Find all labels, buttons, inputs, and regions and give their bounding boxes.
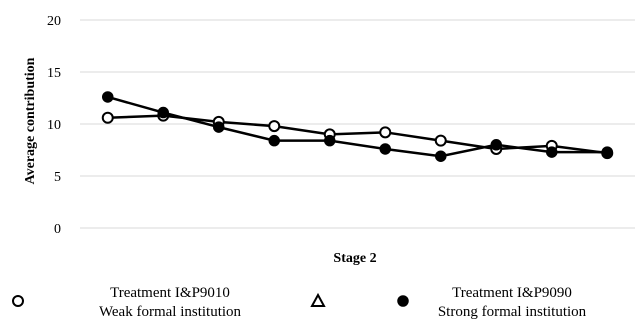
legend-label-line1: Treatment I&P9010 xyxy=(110,285,230,301)
y-tick-label: 10 xyxy=(47,118,61,133)
series-3 xyxy=(102,91,613,162)
y-tick-label: 0 xyxy=(54,222,61,237)
series-3-point xyxy=(324,134,336,147)
series-1-point xyxy=(268,120,281,133)
grid-lines xyxy=(80,19,635,229)
series-3-point xyxy=(213,121,225,133)
series-3-point xyxy=(435,150,447,162)
y-tick-labels: 0 5 10 15 20 xyxy=(47,14,61,237)
series-3-point xyxy=(157,106,169,119)
series-1-point xyxy=(434,134,447,147)
legend-label-line2: Weak formal institution xyxy=(99,304,242,320)
legend-marker xyxy=(310,292,326,307)
y-tick-label: 15 xyxy=(47,66,61,81)
x-axis-title: Stage 2 xyxy=(333,251,376,266)
series-1-line xyxy=(107,114,608,155)
series-3-line xyxy=(107,95,608,158)
series-1-point xyxy=(379,126,392,139)
series-group xyxy=(101,91,614,162)
series-3-point xyxy=(490,139,502,151)
series-3-point xyxy=(601,146,613,158)
legend-marker xyxy=(12,295,24,307)
y-tick-label: 20 xyxy=(47,14,61,29)
series-3-point xyxy=(546,146,558,158)
series-3-point xyxy=(379,143,391,155)
legend-label-line1: Treatment I&P9090 xyxy=(452,285,572,301)
series-1-point xyxy=(101,111,114,124)
legend-item-1: Treatment I&P9010 Weak formal institution xyxy=(12,285,242,320)
series-3-point xyxy=(268,134,280,147)
legend-item-3: Treatment I&P9090 Strong formal instituti… xyxy=(397,285,587,320)
legend-item-2 xyxy=(310,292,326,307)
legend-marker xyxy=(397,295,409,307)
y-axis-title: Average contribution xyxy=(23,57,38,184)
series-3-point xyxy=(102,91,114,103)
legend: Treatment I&P9010 Weak formal institution… xyxy=(12,285,587,320)
legend-label-line2: Strong formal institution xyxy=(438,304,587,320)
y-tick-label: 5 xyxy=(54,170,61,185)
